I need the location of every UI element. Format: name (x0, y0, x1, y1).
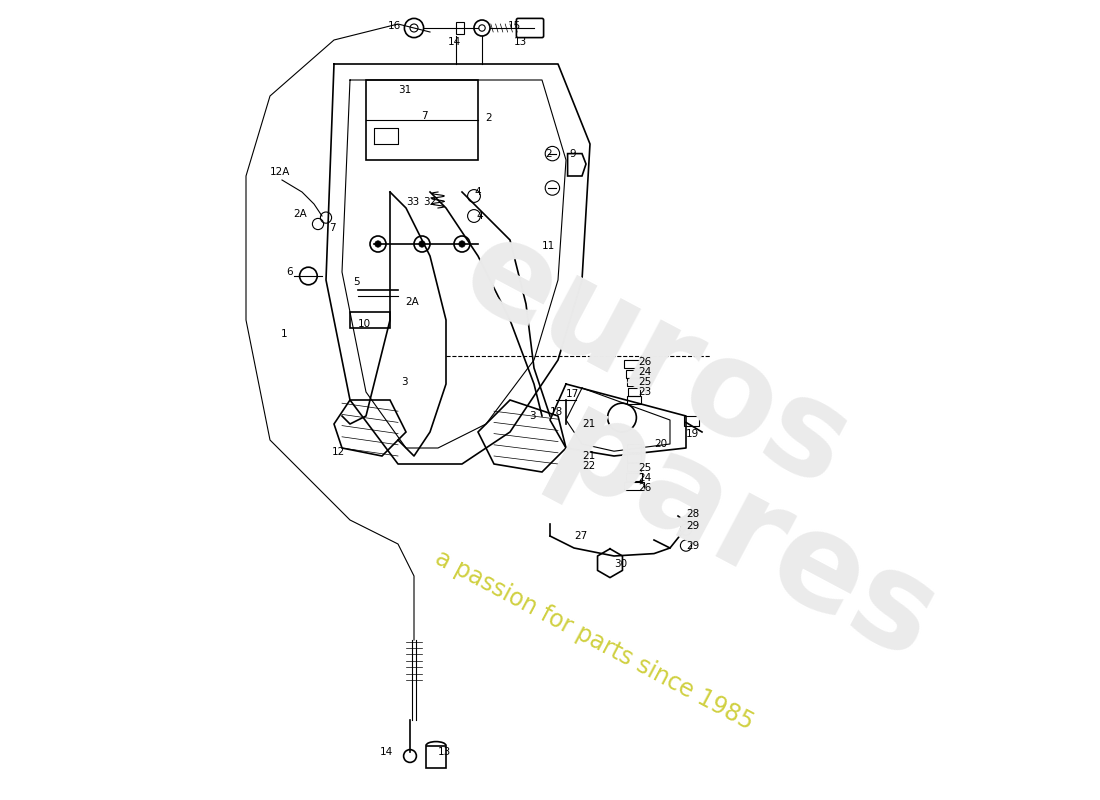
Bar (627, 454, 641, 462)
Text: 3: 3 (402, 378, 408, 387)
Bar (684, 416, 699, 426)
Text: 13: 13 (514, 38, 527, 47)
Bar (624, 360, 644, 368)
Bar (627, 378, 641, 386)
Text: 6: 6 (287, 267, 294, 277)
Bar (366, 80, 478, 160)
Text: 2A: 2A (406, 298, 419, 307)
Text: 19: 19 (685, 429, 698, 438)
Bar (455, 22, 463, 34)
Text: 7: 7 (421, 111, 428, 121)
Text: 14: 14 (379, 747, 393, 757)
Text: 10: 10 (358, 319, 371, 329)
Text: pares: pares (530, 382, 957, 690)
Bar (426, 746, 446, 768)
Bar (627, 444, 641, 452)
Text: 23: 23 (638, 387, 651, 397)
Text: 18: 18 (550, 407, 563, 417)
Text: 20: 20 (653, 439, 667, 449)
Circle shape (375, 241, 382, 247)
Text: 12: 12 (331, 447, 344, 457)
Text: 31: 31 (398, 85, 411, 94)
Text: 11: 11 (542, 242, 556, 251)
Text: 29: 29 (685, 541, 698, 550)
Bar (624, 482, 644, 490)
Text: 4: 4 (476, 211, 483, 221)
Text: 27: 27 (574, 531, 587, 541)
Text: 3: 3 (529, 411, 536, 421)
Text: 22: 22 (582, 462, 595, 471)
Text: 21: 21 (582, 451, 595, 461)
Text: 25: 25 (638, 463, 651, 473)
Text: 2A: 2A (294, 210, 307, 219)
Text: 16: 16 (387, 21, 400, 30)
Bar (627, 396, 641, 404)
Text: 32: 32 (424, 197, 437, 206)
Text: 29: 29 (685, 522, 698, 531)
Text: 12A: 12A (270, 167, 289, 177)
Text: 7: 7 (329, 223, 336, 233)
Text: 24: 24 (638, 473, 651, 482)
Text: 2: 2 (485, 113, 492, 122)
Text: 4: 4 (475, 187, 482, 197)
Text: 21: 21 (582, 419, 595, 429)
Text: 9: 9 (569, 149, 575, 158)
Text: 14: 14 (448, 38, 461, 47)
Text: 25: 25 (638, 378, 651, 387)
Bar (628, 388, 640, 396)
Circle shape (459, 241, 465, 247)
Text: 26: 26 (638, 357, 651, 366)
Text: 24: 24 (638, 367, 651, 377)
Text: 26: 26 (638, 483, 651, 493)
Bar (350, 312, 390, 328)
Text: 28: 28 (685, 509, 698, 518)
Bar (627, 463, 641, 471)
Text: 17: 17 (565, 389, 579, 398)
Text: 5: 5 (353, 277, 360, 286)
Circle shape (419, 241, 426, 247)
Text: 15: 15 (507, 21, 520, 30)
Text: 1: 1 (282, 329, 288, 338)
Text: 13: 13 (438, 747, 451, 757)
Bar (626, 370, 642, 378)
Text: 30: 30 (614, 559, 627, 569)
Text: 2: 2 (546, 149, 552, 158)
Text: euros: euros (441, 206, 870, 514)
Text: a passion for parts since 1985: a passion for parts since 1985 (431, 546, 757, 734)
Bar (626, 473, 642, 481)
Text: 33: 33 (406, 197, 419, 206)
